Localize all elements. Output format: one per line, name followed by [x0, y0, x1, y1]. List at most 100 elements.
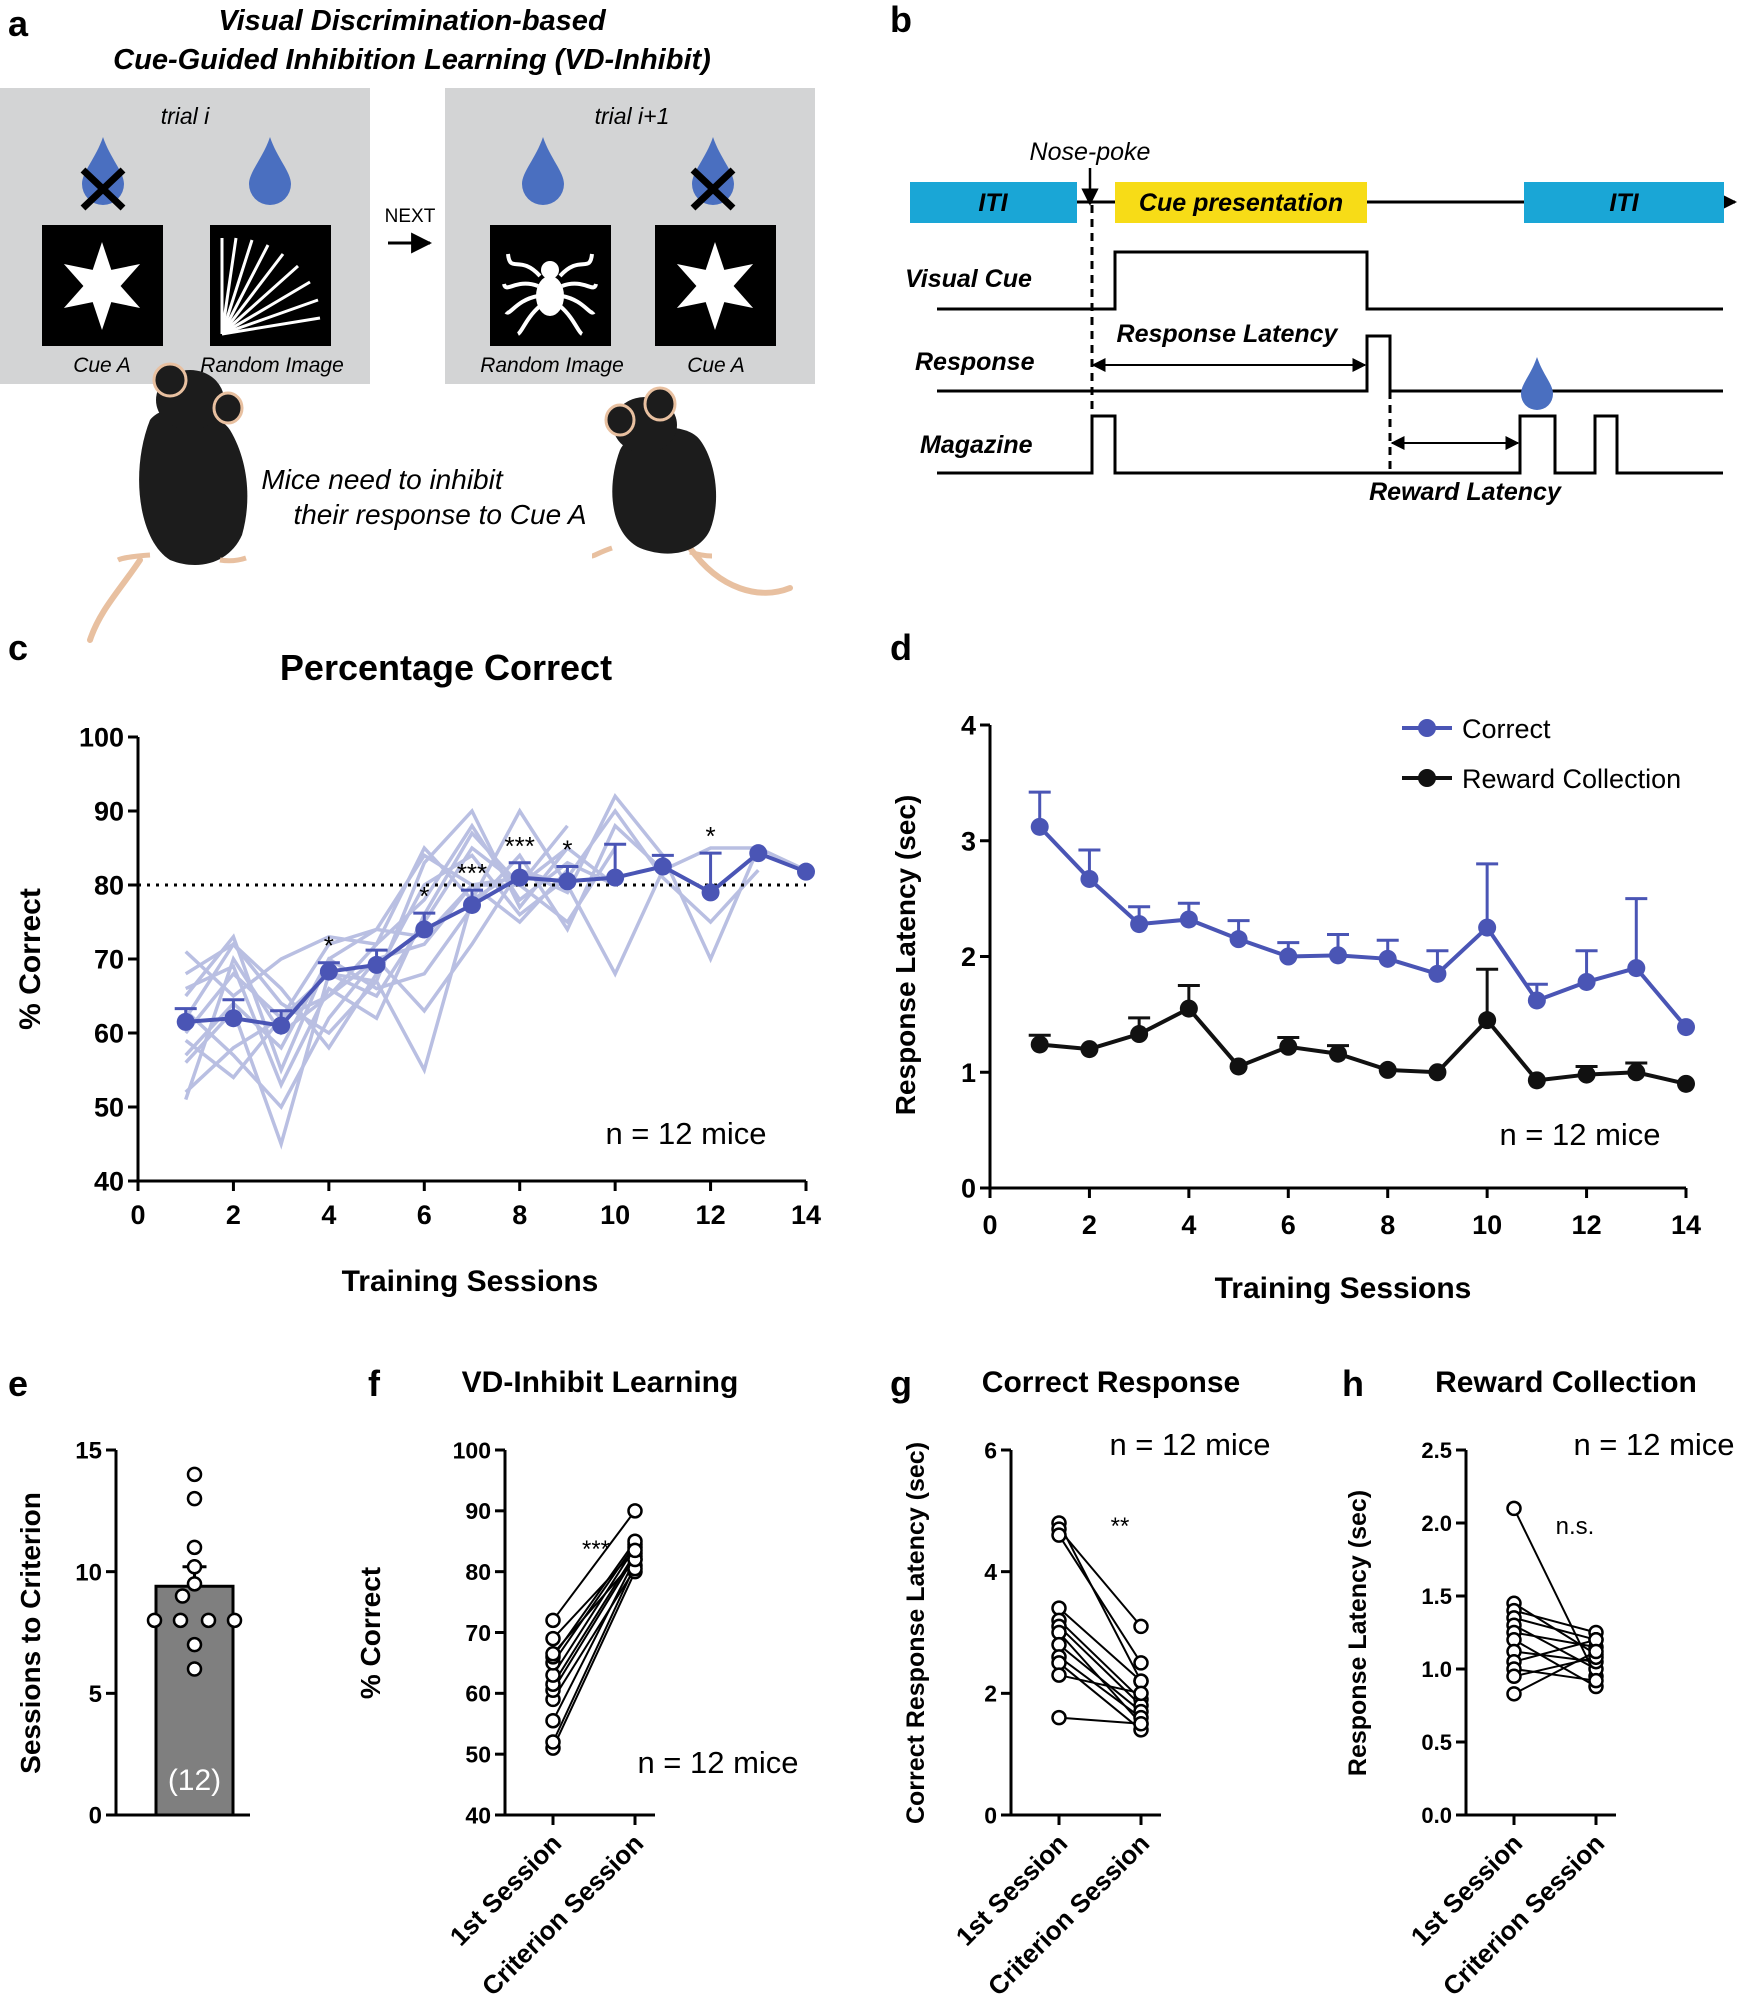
y-tick-label: 90 — [465, 1498, 491, 1524]
panel-b: b Nose-poke ITI Cue presentation ITI Vis… — [890, 0, 1738, 506]
first-session-point — [545, 1712, 561, 1729]
iti-bar — [910, 182, 1077, 223]
x-tick-label: 0 — [130, 1200, 145, 1230]
panel-e-sessions-to-criterion: e 0 5 10 15 Sessions to Criterion (12) — [8, 1363, 250, 1830]
random-image-spider — [490, 225, 611, 346]
series-point — [1478, 1011, 1497, 1030]
mean-point — [415, 920, 434, 939]
mean-point — [463, 895, 481, 914]
series-point — [1130, 1025, 1149, 1044]
pair-line — [1513, 1650, 1597, 1695]
x-tick-label: 4 — [1181, 1210, 1196, 1240]
significance-marker: * — [419, 881, 429, 911]
criterion-session-point — [627, 1542, 643, 1559]
x-tick-label: 12 — [1572, 1210, 1602, 1240]
series-point — [1577, 972, 1596, 991]
n-label: (12) — [168, 1764, 221, 1797]
iti-label: ITI — [978, 189, 1008, 217]
mean-point — [749, 844, 768, 863]
pair-line — [552, 1555, 636, 1691]
mean-point — [797, 862, 815, 881]
mean-point — [272, 1016, 291, 1035]
y-tick-label: 1 — [961, 1058, 976, 1088]
criterion-session-point — [1133, 1685, 1149, 1702]
y-tick-label: 15 — [75, 1438, 102, 1465]
first-session-point — [1051, 1709, 1067, 1726]
criterion-session-point — [1133, 1655, 1149, 1671]
individual-point — [186, 1559, 203, 1575]
significance-marker: *** — [457, 858, 487, 888]
individual-point — [186, 1466, 203, 1483]
pair-line — [1058, 1522, 1142, 1682]
panel-label-g: g — [890, 1363, 912, 1404]
y-tick-label: 40 — [465, 1802, 491, 1828]
panel-label-d: d — [890, 627, 912, 668]
mean-point — [606, 868, 625, 887]
series-point — [1030, 1035, 1049, 1054]
pair-line — [1513, 1609, 1597, 1634]
cue-presentation-bar — [1115, 182, 1367, 223]
x-tick-label: Criterion Session — [982, 1828, 1155, 2001]
y-tick-label: 0 — [89, 1803, 102, 1830]
pair-line — [1058, 1656, 1142, 1719]
y-axis-label: Response Latency (sec) — [1344, 1490, 1372, 1776]
pair-line — [1058, 1619, 1142, 1701]
individual-point — [186, 1636, 203, 1653]
y-tick-label: 0 — [984, 1802, 997, 1828]
no-reward-cross-icon — [80, 167, 126, 211]
caption-line2: their response to Cue A — [293, 499, 586, 530]
series-point — [1179, 910, 1198, 929]
y-axis-label: Correct Response Latency (sec) — [902, 1442, 930, 1824]
y-tick-label: 60 — [94, 1019, 124, 1049]
x-axis-label: Training Sessions — [1215, 1272, 1472, 1305]
series-point — [1428, 964, 1447, 983]
x-tick-label: 0 — [982, 1210, 997, 1240]
significance-marker: * — [324, 931, 334, 961]
series-point — [1677, 1018, 1695, 1037]
cue-a-image — [42, 225, 163, 346]
pair-line — [1513, 1507, 1597, 1677]
pair-line — [1058, 1625, 1142, 1707]
panel-a-title-line1: Visual Discrimination-based — [218, 5, 607, 37]
series-point — [1229, 1057, 1248, 1076]
pair-line — [1513, 1656, 1597, 1678]
pair-line — [1058, 1534, 1142, 1664]
individual-mouse-line — [184, 845, 617, 1057]
cue-presentation-label: Cue presentation — [1139, 189, 1343, 217]
x-tick-label: Criterion Session — [476, 1828, 649, 2001]
series-point — [1378, 949, 1397, 968]
mean-point — [510, 868, 529, 887]
next-label: NEXT — [385, 206, 436, 227]
y-tick-label: 100 — [79, 723, 124, 753]
panel-label-a: a — [8, 3, 29, 44]
individual-point — [174, 1588, 191, 1604]
pair-line — [552, 1571, 636, 1749]
cue-a-caption: Cue A — [73, 354, 131, 377]
iti-label: ITI — [1609, 189, 1639, 217]
pair-line — [552, 1568, 636, 1700]
x-tick-label: 8 — [1380, 1210, 1395, 1240]
criterion-session-point — [1588, 1672, 1604, 1689]
legend-label: Reward Collection — [1462, 764, 1681, 794]
legend-marker — [1418, 719, 1436, 737]
series-point — [1030, 817, 1049, 836]
x-tick-label: 6 — [1281, 1210, 1296, 1240]
y-axis-label: Sessions to Criterion — [15, 1492, 46, 1774]
visual-cue-label: Visual Cue — [905, 265, 1032, 293]
no-reward-cross-icon — [690, 167, 736, 211]
individual-point — [226, 1612, 243, 1629]
y-tick-label: 50 — [465, 1741, 491, 1767]
first-session-point — [1051, 1667, 1067, 1683]
random-image-caption: Random Image — [200, 354, 344, 377]
series-point — [1329, 1044, 1347, 1063]
x-tick-label: Criterion Session — [1437, 1828, 1610, 2001]
series-point — [1229, 930, 1248, 949]
y-tick-label: 3 — [961, 826, 976, 856]
y-tick-label: 80 — [465, 1559, 491, 1585]
reward-latency-label: Reward Latency — [1369, 478, 1562, 506]
y-tick-label: 50 — [94, 1093, 124, 1123]
x-tick-label: 14 — [1671, 1210, 1701, 1240]
random-image-rays — [210, 225, 331, 346]
